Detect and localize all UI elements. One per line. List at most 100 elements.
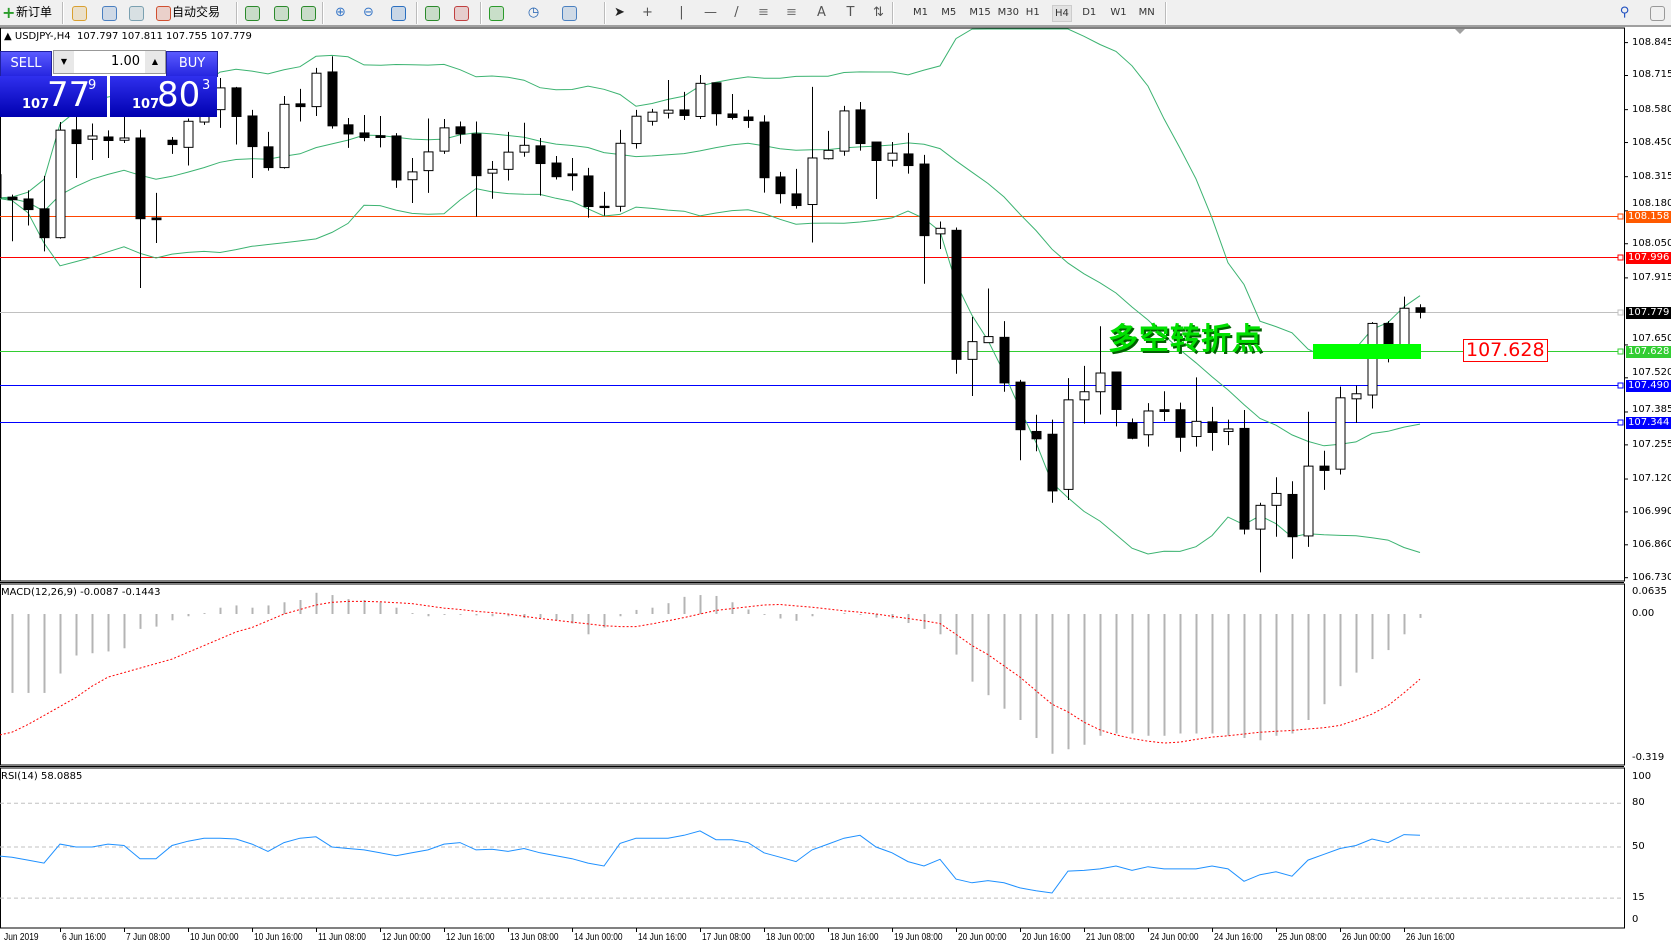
- line-handle-icon[interactable]: [1617, 348, 1624, 355]
- timeframe-d1[interactable]: D1: [1082, 7, 1097, 18]
- candle-bearish[interactable]: [263, 146, 274, 169]
- candle-bearish[interactable]: [71, 129, 82, 145]
- text-label-icon[interactable]: T: [846, 5, 855, 20]
- candle-bearish[interactable]: [599, 205, 610, 209]
- candle-bearish[interactable]: [711, 82, 722, 115]
- candle-bullish[interactable]: [1079, 391, 1090, 401]
- candle-bullish[interactable]: [55, 129, 66, 239]
- candle-bearish[interactable]: [231, 87, 242, 117]
- line-handle-icon[interactable]: [1617, 213, 1624, 220]
- candle-bearish[interactable]: [1127, 422, 1138, 439]
- candle-bullish[interactable]: [983, 336, 994, 344]
- candle-bullish[interactable]: [1095, 372, 1106, 393]
- auto-scroll-icon[interactable]: [425, 6, 440, 21]
- candle-bullish[interactable]: [1143, 410, 1154, 436]
- candle-bullish[interactable]: [823, 149, 834, 160]
- timeframe-w1[interactable]: W1: [1110, 7, 1127, 18]
- candle-bearish[interactable]: [151, 217, 162, 221]
- timeframe-m15[interactable]: M15: [969, 7, 991, 18]
- candle-bearish[interactable]: [1159, 409, 1170, 412]
- candle-bullish[interactable]: [647, 111, 658, 122]
- trendline-icon[interactable]: /: [734, 5, 739, 20]
- bar-chart-icon[interactable]: [245, 6, 260, 21]
- annotation-text[interactable]: 多空转折点: [1108, 322, 1263, 357]
- candle-bullish[interactable]: [935, 227, 946, 235]
- candle-bearish[interactable]: [1207, 421, 1218, 433]
- candle-bullish[interactable]: [311, 72, 322, 108]
- candle-bearish[interactable]: [583, 175, 594, 208]
- lot-increase-button[interactable]: ▲: [145, 51, 165, 73]
- new-order-icon[interactable]: +: [2, 3, 16, 22]
- candle-bearish[interactable]: [679, 109, 690, 116]
- candle-bearish[interactable]: [775, 176, 786, 195]
- candle-bullish[interactable]: [279, 103, 290, 169]
- candle-bearish[interactable]: [327, 71, 338, 127]
- sell-price[interactable]: 107 77 9: [0, 75, 107, 117]
- candle-bullish[interactable]: [1271, 492, 1282, 506]
- candle-bearish[interactable]: [39, 208, 50, 239]
- candle-bearish[interactable]: [1239, 427, 1250, 530]
- navigator-icon[interactable]: [102, 6, 117, 21]
- indicators-icon[interactable]: [489, 6, 504, 21]
- cursor-icon[interactable]: ➤: [614, 5, 625, 20]
- candle-bearish[interactable]: [567, 173, 578, 177]
- candle-bullish[interactable]: [631, 115, 642, 145]
- line-handle-icon[interactable]: [1617, 254, 1624, 261]
- candle-bullish[interactable]: [1303, 465, 1314, 537]
- candle-bullish[interactable]: [423, 151, 434, 172]
- candle-bullish[interactable]: [615, 142, 626, 207]
- search-icon[interactable]: ⚲: [1619, 5, 1630, 20]
- sell-button[interactable]: SELL: [0, 51, 52, 77]
- candle-bearish[interactable]: [295, 103, 306, 108]
- candle-bearish[interactable]: [1031, 430, 1042, 440]
- candle-bullish[interactable]: [695, 82, 706, 117]
- candle-bearish[interactable]: [375, 135, 386, 138]
- candle-bearish[interactable]: [903, 153, 914, 167]
- annotation-price-label[interactable]: 107.628: [1463, 339, 1548, 362]
- line-handle-icon[interactable]: [1617, 382, 1624, 389]
- timeframe-h1[interactable]: H1: [1025, 7, 1040, 18]
- line-handle-icon[interactable]: [1617, 309, 1624, 316]
- candle-bearish[interactable]: [1047, 433, 1058, 492]
- candle-bearish[interactable]: [1015, 381, 1026, 431]
- candle-bearish[interactable]: [391, 135, 402, 181]
- timeframe-h4[interactable]: H4: [1052, 5, 1072, 22]
- signals-icon[interactable]: [129, 6, 144, 21]
- candle-bullish[interactable]: [887, 152, 898, 161]
- candle-bearish[interactable]: [0, 174, 2, 199]
- market-watch-icon[interactable]: [72, 6, 87, 21]
- candle-bearish[interactable]: [359, 132, 370, 138]
- community-icon[interactable]: [1650, 6, 1665, 21]
- candle-bullish[interactable]: [1063, 399, 1074, 490]
- arrows-icon[interactable]: ⇅: [873, 5, 884, 20]
- channel-icon[interactable]: ≡: [786, 5, 797, 20]
- annotation-rectangle[interactable]: [1313, 344, 1421, 359]
- candle-bearish[interactable]: [1287, 493, 1298, 538]
- periods-icon[interactable]: ◷: [527, 5, 540, 20]
- timeframe-m1[interactable]: M1: [913, 7, 928, 18]
- candle-bearish[interactable]: [759, 121, 770, 179]
- candle-bearish[interactable]: [999, 336, 1010, 384]
- candle-bullish[interactable]: [967, 341, 978, 360]
- candle-bullish[interactable]: [839, 110, 850, 152]
- candle-bullish[interactable]: [503, 151, 514, 170]
- zoom-out-icon[interactable]: ⊖: [363, 5, 374, 20]
- line-chart-icon[interactable]: [301, 6, 316, 21]
- candle-bearish[interactable]: [135, 137, 146, 220]
- candle-bullish[interactable]: [807, 157, 818, 206]
- candle-bullish[interactable]: [1335, 397, 1346, 470]
- collapse-arrow-icon[interactable]: ▲: [4, 31, 15, 42]
- fibonacci-icon[interactable]: ≡: [758, 5, 769, 20]
- candle-bullish[interactable]: [663, 109, 674, 114]
- candle-bearish[interactable]: [871, 141, 882, 161]
- auto-trading-button[interactable]: 自动交易: [172, 5, 221, 19]
- chart-shift-marker-icon[interactable]: [1455, 29, 1465, 34]
- candle-bearish[interactable]: [1175, 409, 1186, 438]
- chart-shift-icon[interactable]: [454, 6, 469, 21]
- tile-windows-icon[interactable]: [391, 6, 406, 21]
- candle-bearish[interactable]: [551, 162, 562, 178]
- candle-bearish[interactable]: [471, 133, 482, 177]
- text-icon[interactable]: A: [817, 5, 826, 20]
- candle-bearish[interactable]: [7, 196, 18, 201]
